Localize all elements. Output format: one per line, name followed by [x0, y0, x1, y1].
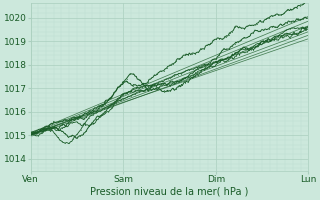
X-axis label: Pression niveau de la mer( hPa ): Pression niveau de la mer( hPa ) — [90, 187, 249, 197]
